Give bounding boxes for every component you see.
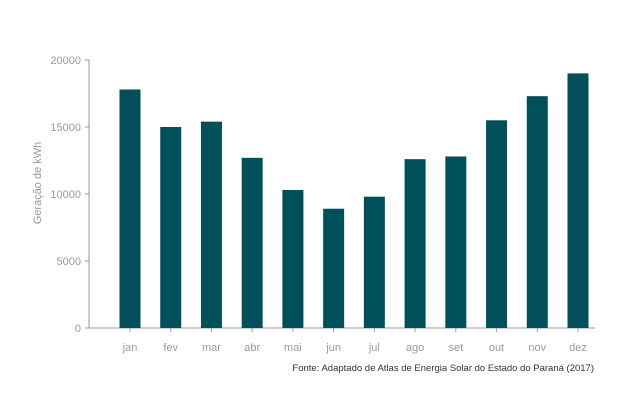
x-tick-label-mai: mai <box>284 342 302 354</box>
x-tick-label-ago: ago <box>406 342 424 354</box>
bar-abr <box>241 157 263 328</box>
x-tick-label-mar: mar <box>202 342 221 354</box>
x-tick-label-nov: nov <box>528 342 546 354</box>
x-tick-label-fev: fev <box>163 342 178 354</box>
y-tick-label-0: 0 <box>75 323 81 335</box>
y-tick-labels: 0 5000 10000 15000 20000 <box>50 55 89 335</box>
bar-jan <box>119 89 141 328</box>
x-tick-label-jan: jan <box>122 342 138 354</box>
y-tick-label-10000: 10000 <box>50 189 81 201</box>
source-note: Fonte: Adaptado de Atlas de Energia Sola… <box>292 363 594 374</box>
y-tick-label-15000: 15000 <box>50 122 81 134</box>
x-tick-label-jul: jul <box>368 342 380 354</box>
bar-set <box>445 156 467 328</box>
bar-jun <box>323 208 345 328</box>
bars <box>119 73 589 329</box>
bar-dez <box>567 73 589 329</box>
bar-nov <box>526 96 548 329</box>
y-tick-label-20000: 20000 <box>50 55 81 67</box>
x-tick-label-set: set <box>448 342 463 354</box>
x-tick-label-jun: jun <box>325 342 341 354</box>
x-tick-label-out: out <box>489 342 504 354</box>
x-tick-label-abr: abr <box>244 342 260 354</box>
bar-out <box>486 120 508 328</box>
y-tick-label-5000: 5000 <box>57 256 81 268</box>
bar-ago <box>404 159 426 328</box>
bar-fev <box>160 127 182 328</box>
x-tick-label-dez: dez <box>569 342 587 354</box>
x-tick-labels: jan fev mar abr mai jun jul ago set out nov dez <box>122 328 587 354</box>
bar-mar <box>200 121 222 328</box>
y-axis-title: Geração de kWh <box>32 142 44 225</box>
bar-mai <box>282 189 304 328</box>
bar-jul <box>363 196 385 328</box>
